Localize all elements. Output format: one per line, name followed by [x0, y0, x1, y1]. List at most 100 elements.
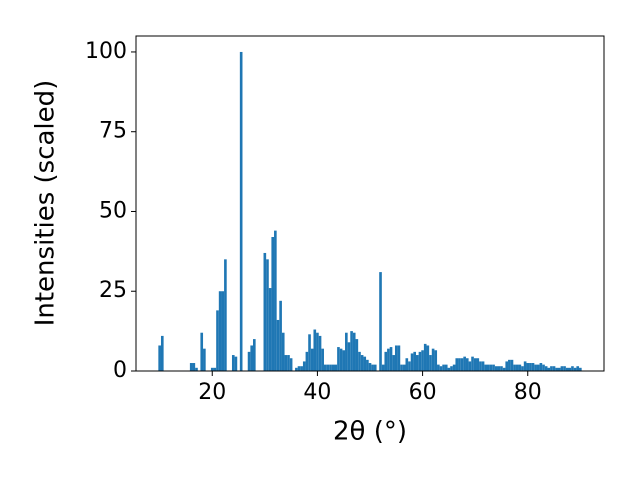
- bar: [484, 364, 487, 371]
- bar: [250, 345, 253, 371]
- bar: [460, 358, 464, 371]
- bar: [289, 358, 293, 371]
- bar: [515, 364, 519, 371]
- bar: [218, 291, 222, 371]
- bar: [234, 356, 238, 371]
- bar: [481, 361, 485, 371]
- y-tick-label: 25: [99, 278, 127, 303]
- bar: [455, 358, 459, 371]
- bar: [413, 351, 417, 371]
- plot-frame: [135, 35, 605, 372]
- bar: [200, 332, 204, 371]
- bar: [523, 361, 527, 371]
- bar: [247, 351, 251, 371]
- bar: [203, 348, 206, 371]
- bar: [321, 348, 324, 371]
- bar: [573, 367, 577, 371]
- bar: [426, 345, 430, 371]
- bar: [444, 364, 448, 371]
- x-tick-label: 80: [514, 380, 542, 405]
- bar: [536, 364, 540, 371]
- bar: [579, 367, 582, 371]
- bar: [342, 350, 346, 371]
- bar: [326, 364, 330, 371]
- bar: [360, 355, 364, 371]
- bar: [231, 355, 235, 371]
- bar: [195, 367, 198, 371]
- bar: [287, 355, 290, 371]
- bar: [253, 339, 256, 371]
- bar: [347, 342, 351, 371]
- bar: [429, 355, 432, 371]
- x-tick-label: 60: [409, 380, 437, 405]
- bar: [568, 367, 572, 371]
- bar: [571, 366, 574, 371]
- bar: [302, 361, 306, 371]
- bar: [508, 359, 511, 371]
- bar: [450, 366, 453, 371]
- bar: [305, 351, 309, 371]
- bar: [297, 366, 301, 371]
- bar: [300, 366, 303, 371]
- bar: [355, 339, 359, 371]
- x-tick-label: 40: [303, 380, 331, 405]
- bar: [510, 359, 514, 371]
- bar: [463, 356, 466, 371]
- bar: [337, 347, 340, 371]
- bar: [555, 367, 558, 371]
- bar: [476, 358, 480, 371]
- bar: [373, 364, 377, 371]
- bar: [160, 335, 164, 371]
- bar: [345, 332, 348, 371]
- bar: [316, 332, 319, 371]
- bar: [400, 364, 403, 371]
- bar: [263, 252, 267, 371]
- bar: [405, 358, 409, 371]
- bar: [468, 361, 472, 371]
- bar: [221, 291, 225, 371]
- bar: [331, 364, 335, 371]
- bar: [513, 364, 516, 371]
- bar: [389, 347, 393, 371]
- bar: [479, 361, 482, 371]
- bar: [381, 364, 385, 371]
- bar: [274, 230, 277, 371]
- bar: [552, 366, 556, 371]
- bar: [471, 356, 474, 371]
- bar: [439, 366, 443, 371]
- bar: [397, 345, 401, 371]
- bar: [526, 363, 530, 371]
- bar: [544, 366, 548, 371]
- bar: [279, 300, 282, 371]
- bar: [576, 366, 580, 371]
- bar: [268, 288, 272, 371]
- bar: [458, 358, 461, 371]
- bar: [465, 358, 469, 371]
- y-axis-label: Intensities (scaled): [31, 80, 61, 327]
- bar: [371, 364, 374, 371]
- bar: [521, 366, 524, 371]
- bar: [308, 334, 311, 371]
- bar: [392, 355, 395, 371]
- x-tick-label: 20: [198, 380, 226, 405]
- bar: [434, 350, 438, 371]
- bar: [542, 364, 545, 371]
- bar: [192, 363, 196, 371]
- bar: [266, 259, 269, 371]
- bar: [363, 356, 367, 371]
- bar: [352, 332, 356, 371]
- bar: [487, 364, 490, 371]
- y-tick-label: 75: [99, 119, 127, 144]
- y-tick-label: 100: [85, 39, 127, 64]
- bar: [358, 351, 361, 371]
- bar: [410, 353, 414, 371]
- bar: [473, 358, 477, 371]
- bar: [384, 351, 388, 371]
- bar: [547, 367, 551, 371]
- bar: [505, 361, 509, 371]
- bar: [431, 348, 435, 371]
- bar: [550, 366, 553, 371]
- bar: [534, 364, 537, 371]
- bar: [500, 366, 503, 371]
